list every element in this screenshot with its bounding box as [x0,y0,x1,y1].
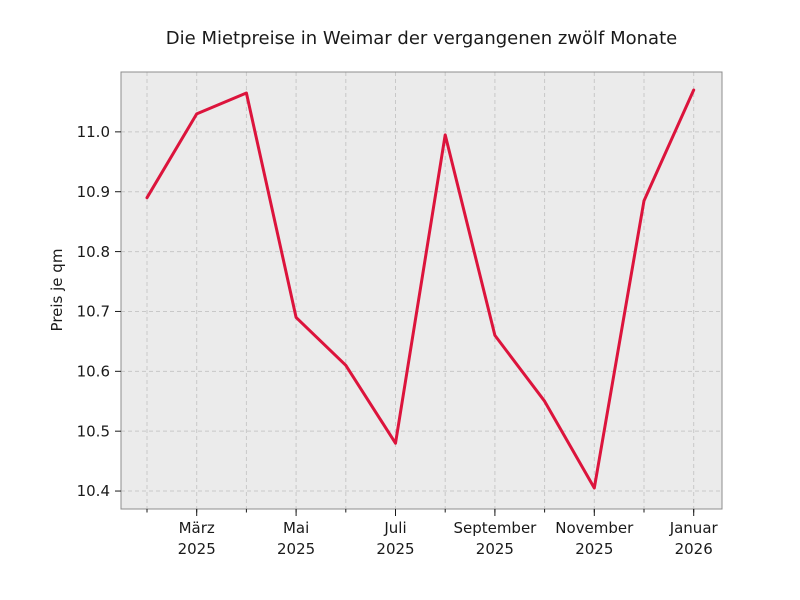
y-tick-label: 10.6 [77,363,110,381]
y-tick-label: 11.0 [77,123,110,141]
y-tick-label: 10.8 [77,243,110,261]
x-tick-label-month: März [179,519,215,537]
price-line-series [145,88,696,490]
x-tick-label-year: 2025 [476,540,514,558]
x-tick-label-month: November [555,519,634,537]
x-tick-label-year: 2026 [675,540,713,558]
y-tick-label: 10.5 [77,422,110,440]
chart-title: Die Mietpreise in Weimar der vergangenen… [165,28,678,49]
x-tick-label-month: Mai [283,519,309,537]
plot-border [120,71,723,510]
x-tick-label-month: September [453,519,537,537]
x-tick-label-year: 2025 [277,540,315,558]
x-tick-label-year: 2025 [178,540,216,558]
x-tick-label-month: Januar [669,519,719,537]
y-tick-label: 10.4 [77,482,110,500]
y-tick-label: 10.7 [77,303,110,321]
x-tick-label-year: 2025 [575,540,613,558]
x-tick-label-year: 2025 [376,540,414,558]
y-tick-label: 10.9 [77,183,110,201]
x-tick-label-month: Juli [383,519,406,537]
